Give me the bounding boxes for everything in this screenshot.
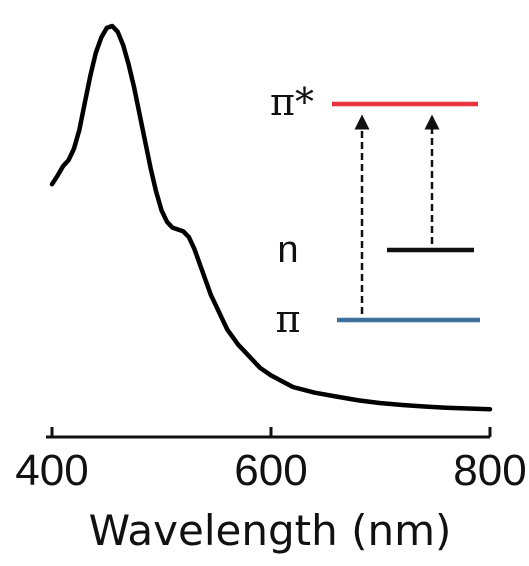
- x-axis: 400 600 800: [15, 427, 527, 495]
- x-tick-label: 600: [234, 446, 307, 495]
- spectrum-line-0: [49, 23, 493, 412]
- x-tick-label: 800: [453, 446, 526, 495]
- energy-level-label: π*: [270, 80, 314, 124]
- x-axis-label: Wavelength (nm): [89, 506, 452, 555]
- energy-level-diagram: π* nπ: [270, 80, 480, 341]
- energy-level-label: π: [276, 297, 301, 341]
- energy-level-label: n: [277, 229, 298, 271]
- plot-area: [49, 23, 493, 412]
- x-tick-label: 400: [15, 446, 88, 495]
